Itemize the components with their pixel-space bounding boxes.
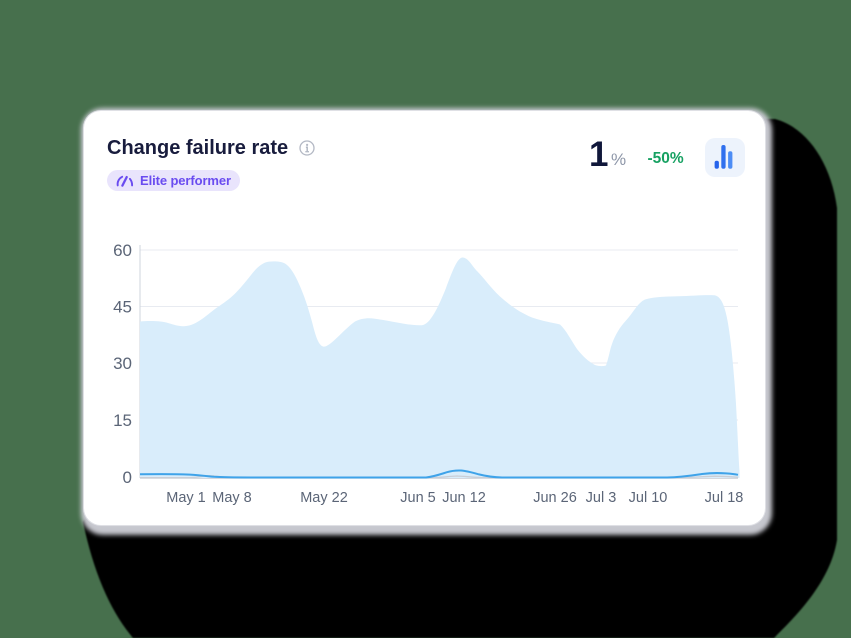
svg-text:30: 30 bbox=[113, 354, 132, 373]
svg-text:Jun 5: Jun 5 bbox=[400, 490, 435, 506]
svg-text:0: 0 bbox=[123, 468, 132, 487]
svg-text:15: 15 bbox=[113, 411, 132, 430]
svg-text:Jul 3: Jul 3 bbox=[586, 490, 617, 506]
svg-text:60: 60 bbox=[113, 241, 132, 260]
svg-text:Jul 10: Jul 10 bbox=[629, 490, 668, 506]
svg-text:45: 45 bbox=[113, 298, 132, 317]
svg-text:May 8: May 8 bbox=[212, 490, 252, 506]
svg-text:Jul 18: Jul 18 bbox=[705, 490, 744, 506]
svg-text:Jun 12: Jun 12 bbox=[442, 490, 486, 506]
svg-text:May 22: May 22 bbox=[300, 490, 348, 506]
svg-text:Jun 26: Jun 26 bbox=[533, 490, 577, 506]
svg-text:May 1: May 1 bbox=[166, 490, 206, 506]
